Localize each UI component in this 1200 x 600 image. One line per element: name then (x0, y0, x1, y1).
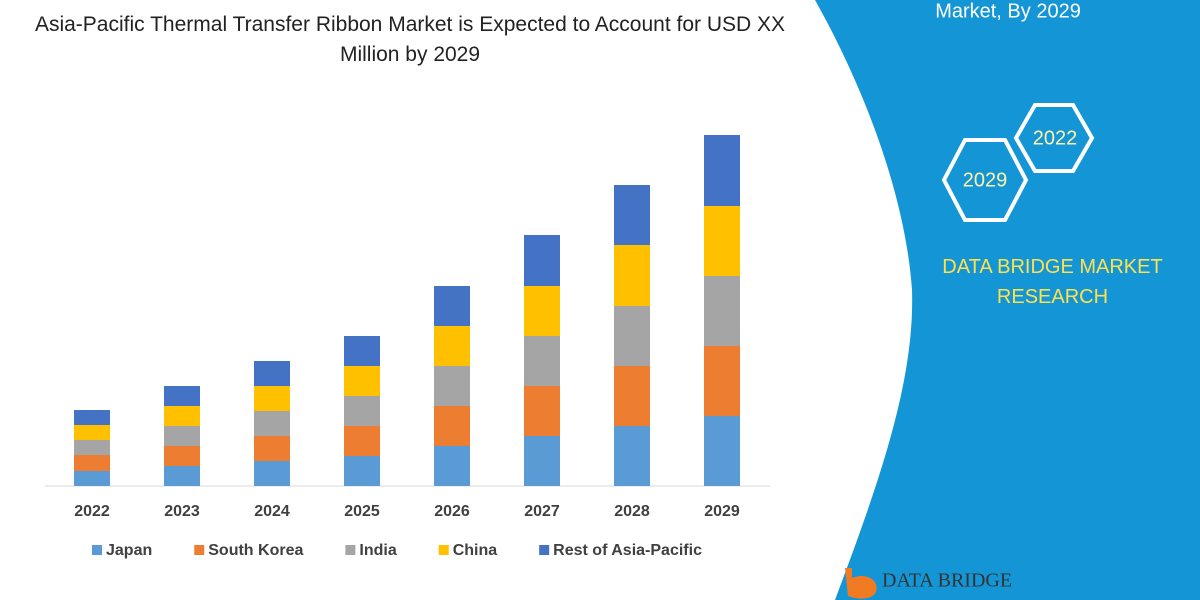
bar-segment (614, 306, 650, 366)
legend-label: Japan (106, 542, 152, 559)
x-tick-label: 2022 (74, 503, 110, 520)
bar-segment (164, 406, 200, 426)
bar-segment (344, 426, 380, 456)
bar-segment (614, 185, 650, 245)
x-tick-label: 2027 (524, 503, 560, 520)
legend-swatch (539, 545, 550, 555)
bar-segment (524, 336, 560, 386)
chart-title: Asia-Pacific Thermal Transfer Ribbon Mar… (34, 13, 786, 66)
bar-segment (614, 366, 650, 426)
bar-segment (344, 456, 380, 486)
x-tick-label: 2024 (254, 503, 290, 520)
side-panel-bg (815, 0, 1200, 600)
bar-segment (254, 361, 290, 386)
x-tick-label: 2026 (434, 503, 470, 520)
bar-segment (254, 411, 290, 436)
bar-segment (434, 366, 470, 406)
bar-segment (74, 455, 110, 471)
bar-segment (704, 135, 740, 206)
hexagon-label: 2022 (1033, 127, 1078, 149)
x-tick-label: 2025 (344, 503, 380, 520)
bar-segment (524, 235, 560, 286)
bar-segment (344, 336, 380, 366)
hexagon-label: 2029 (963, 169, 1008, 191)
bar-segment (524, 436, 560, 486)
bar-segment (164, 426, 200, 446)
legend-label: Rest of Asia-Pacific (553, 542, 702, 559)
x-tick-label: 2029 (704, 503, 740, 520)
hexagon (1013, 103, 1095, 173)
legend-label: India (359, 542, 396, 559)
bar-segment (704, 276, 740, 346)
bar-segment (614, 245, 650, 306)
bar-segment (254, 386, 290, 411)
bar-segment (74, 410, 110, 425)
bar-segment (434, 326, 470, 366)
bar-segment (164, 466, 200, 486)
bar-segment (434, 406, 470, 446)
x-tick-label: 2028 (614, 503, 650, 520)
bar-segment (434, 446, 470, 486)
legend-swatch (92, 545, 102, 555)
hexagon (941, 138, 1029, 222)
logo-text: DATA BRIDGE (882, 570, 1012, 592)
bar-segment (524, 386, 560, 436)
bar-segment (524, 286, 560, 336)
legend-label: South Korea (208, 542, 303, 559)
legend-label: China (453, 542, 498, 559)
x-tick-label: 2023 (164, 503, 200, 520)
brand-text: DATA BRIDGE MARKET RESEARCH (942, 256, 1163, 308)
bar-segment (254, 461, 290, 486)
bar-segment (704, 416, 740, 486)
bar-segment (254, 436, 290, 461)
bar-segment (164, 386, 200, 406)
bar-segment (164, 446, 200, 466)
bar-segment (344, 396, 380, 426)
bar-segment (704, 346, 740, 416)
bar-segment (704, 206, 740, 276)
bar-segment (434, 286, 470, 326)
bar-segment (74, 425, 110, 440)
legend-swatch (345, 545, 356, 555)
bar-segment (614, 426, 650, 486)
legend-swatch (438, 545, 449, 555)
bar-segment (74, 471, 110, 486)
bar-segment (344, 366, 380, 396)
legend-swatch (194, 545, 205, 555)
side-heading: Market, By 2029 (935, 0, 1081, 22)
logo-mark (845, 568, 877, 599)
bar-segment (74, 440, 110, 455)
